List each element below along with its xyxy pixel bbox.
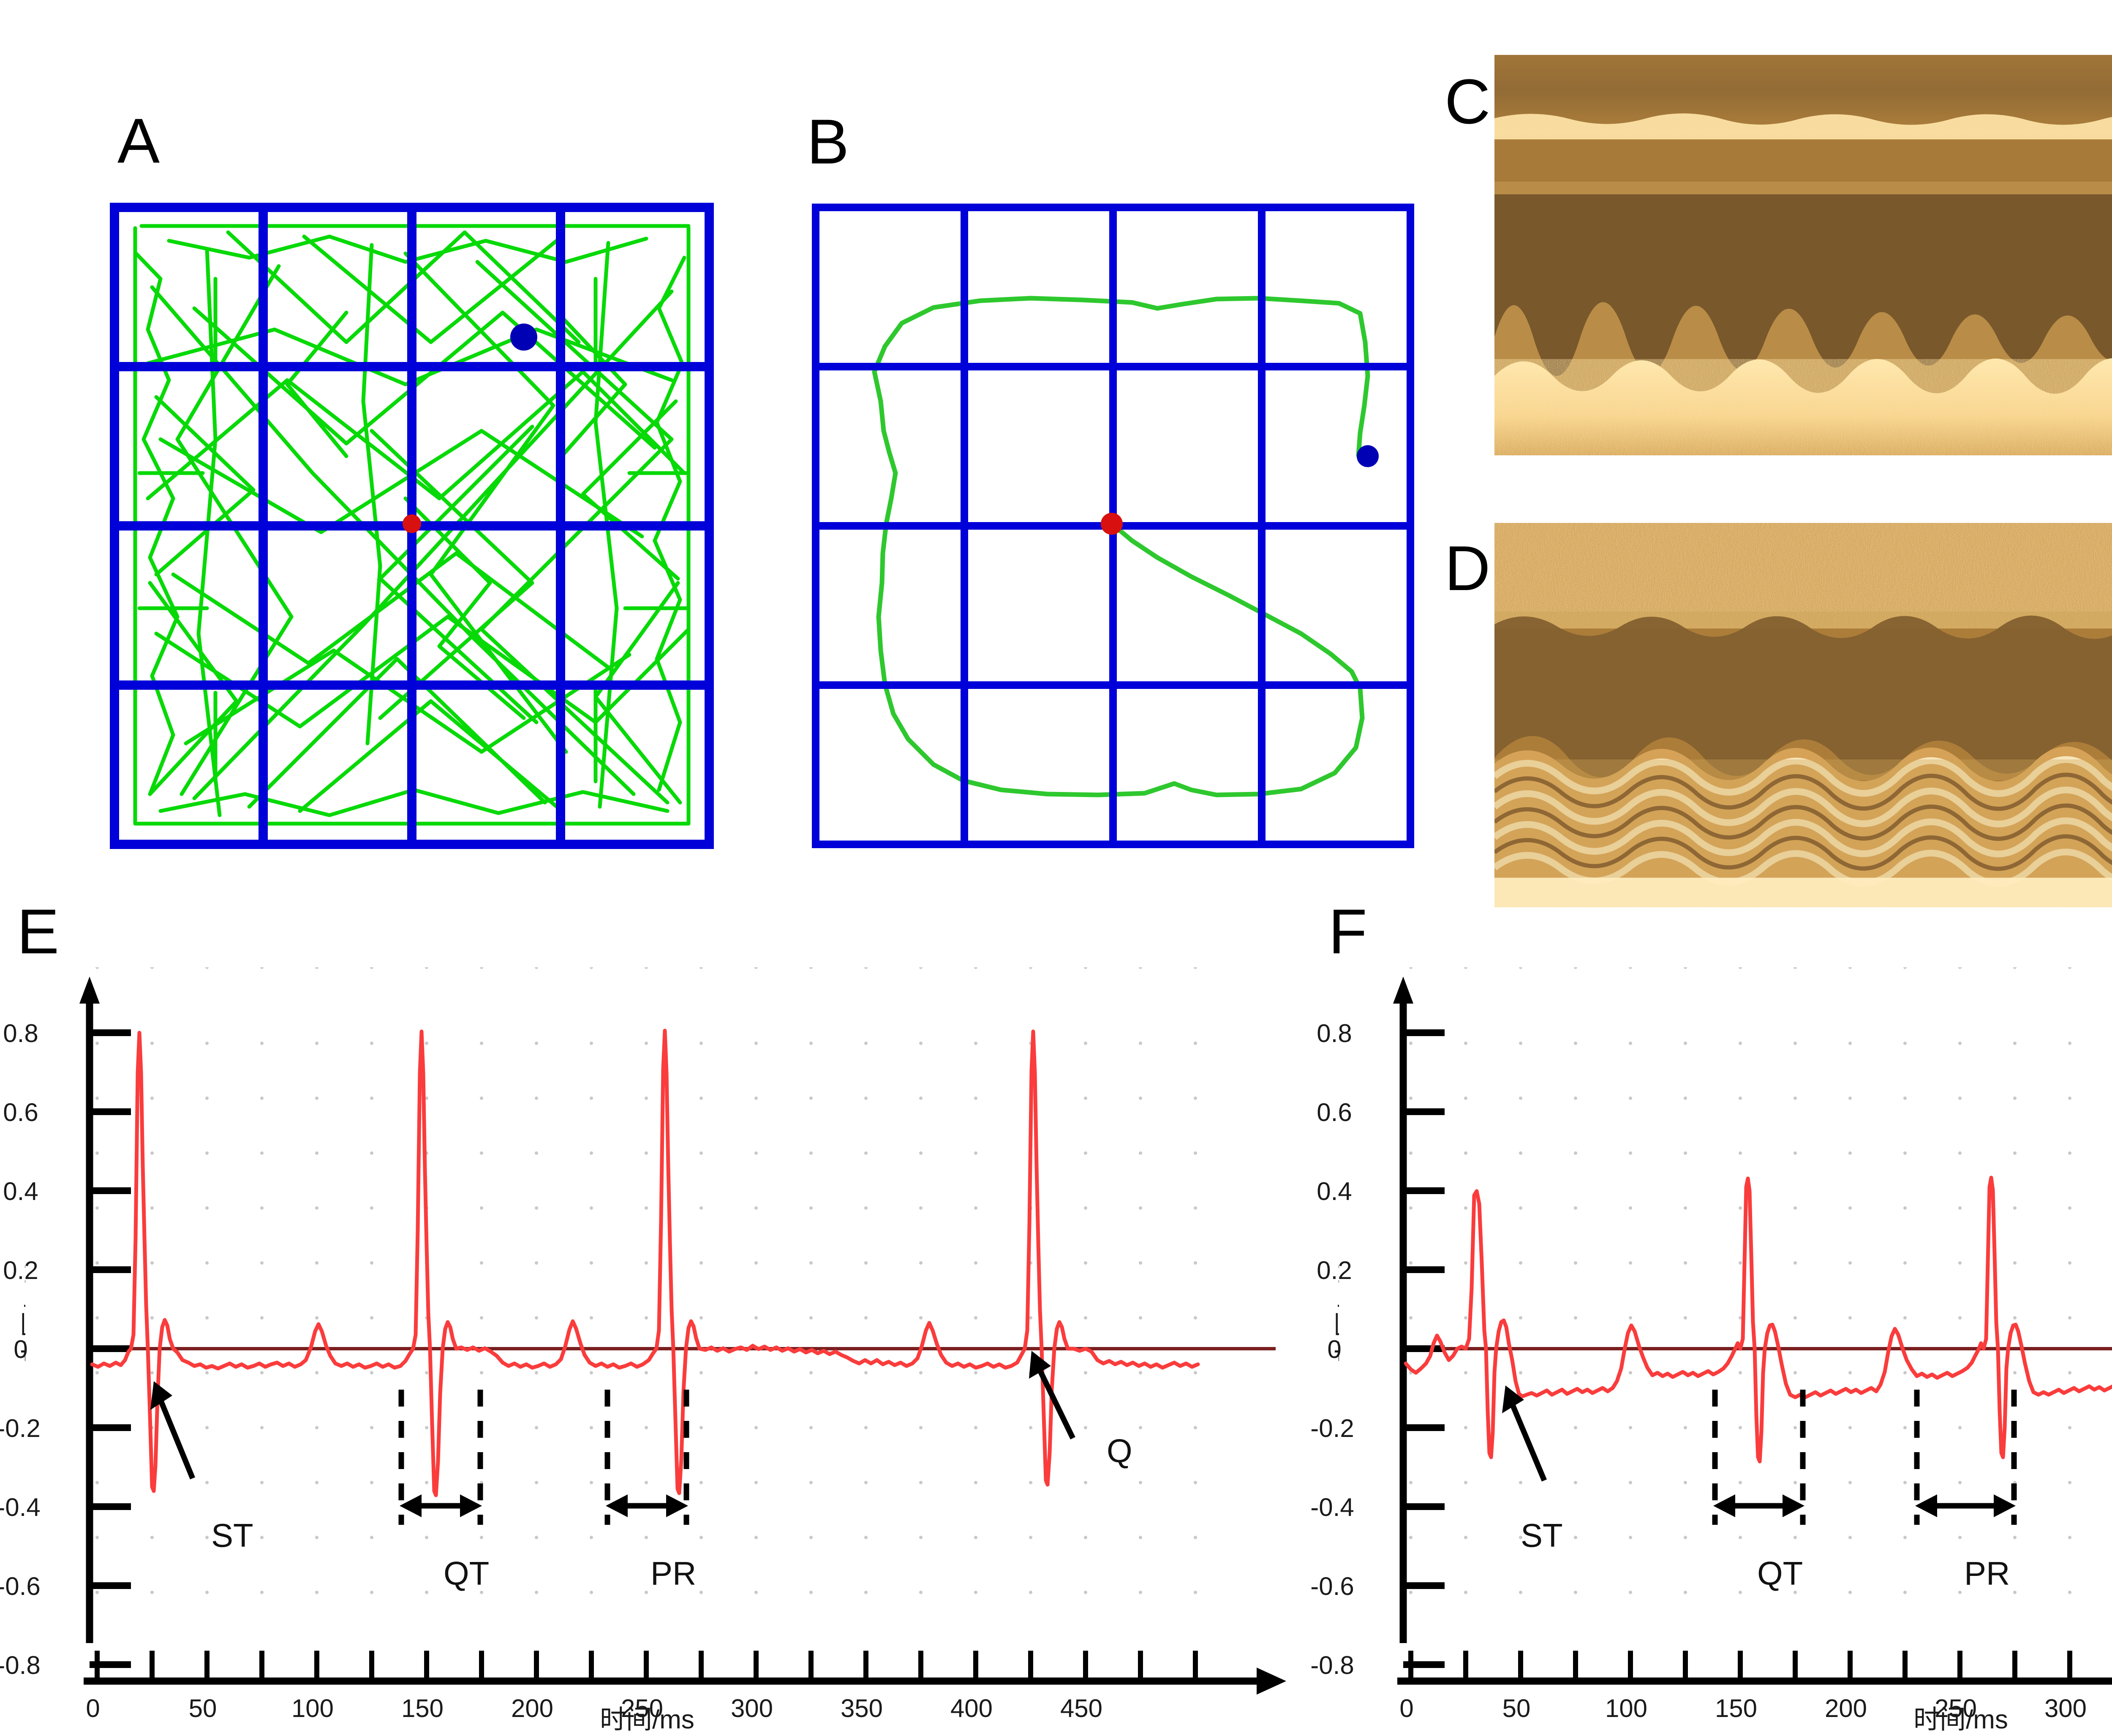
x-axis-e [84, 1651, 1286, 1695]
xtick-f-300: 300 [2044, 1694, 2087, 1722]
ytick-e-n0p8: -0.8 [0, 1651, 41, 1679]
ytick-f-n0p8: -0.8 [1310, 1651, 1354, 1679]
annotation-label-pr-f: PR [1964, 1555, 2010, 1592]
ytick-e-n0p4: -0.4 [0, 1493, 41, 1521]
annotation-label-pr-e: PR [650, 1555, 697, 1592]
x-axis-f [1397, 1651, 2112, 1685]
ecg-trace-line-e [90, 1029, 1200, 1497]
xtick-e-350: 350 [840, 1694, 883, 1722]
annotation-label-st-f: ST [1521, 1517, 1563, 1554]
near-field-speckle-d [1494, 523, 2112, 629]
annotation-arrow-st-e [153, 1388, 196, 1480]
panel-label-c: C [1445, 66, 1491, 137]
xtick-e-300: 300 [730, 1694, 773, 1722]
annotation-arrow-st-f [1505, 1393, 1547, 1482]
annotation-arrow-q-e [1032, 1359, 1075, 1439]
ytick-f-n0p4: -0.4 [1310, 1493, 1354, 1521]
start-marker-b [1357, 445, 1379, 467]
xtick-e-450: 450 [1060, 1694, 1103, 1722]
echocardiogram-d [1494, 523, 2112, 907]
panel-label-e: E [17, 896, 60, 967]
ytick-f-0p6: 0.6 [1317, 1098, 1352, 1126]
xtick-e-150: 150 [401, 1694, 444, 1722]
start-marker-a [510, 324, 537, 351]
y-axis-e [79, 977, 131, 1668]
open-field-track-a [110, 203, 714, 849]
annotation-span-pr-e [604, 1390, 689, 1525]
ecg-plot-f [1339, 967, 2112, 1723]
ytick-f-n0p2: -0.2 [1310, 1414, 1354, 1442]
ytick-f-n0p6: -0.6 [1310, 1572, 1354, 1600]
ytick-f-0p2: 0.2 [1317, 1256, 1352, 1284]
xtick-e-200: 200 [511, 1694, 554, 1722]
ytick-f-0p4: 0.4 [1317, 1177, 1352, 1205]
ytick-e-n0p6: -0.6 [0, 1572, 41, 1600]
anterior-wall-band-c [1494, 113, 2112, 139]
arrowhead-q-e [1029, 1351, 1051, 1379]
xtick-f-250: 250 [1934, 1694, 1977, 1722]
xtick-e-0: 0 [86, 1694, 100, 1722]
open-field-track-b [811, 203, 1415, 849]
annotation-label-st-e: ST [211, 1517, 253, 1554]
ytick-f-0: 0 [1327, 1335, 1342, 1363]
ytick-e-n0p2: -0.2 [0, 1414, 41, 1442]
arrowhead-st-f [1502, 1385, 1524, 1413]
panel-label-a: A [117, 105, 160, 176]
annotation-label-qt-f: QT [1757, 1555, 1803, 1592]
xtick-f-150: 150 [1715, 1694, 1758, 1722]
panel-label-b: B [807, 106, 849, 177]
xtick-f-0: 0 [1399, 1694, 1414, 1722]
xtick-f-50: 50 [1502, 1694, 1531, 1722]
annotation-label-qt-e: QT [444, 1555, 490, 1592]
annotation-span-qt-e [398, 1390, 483, 1525]
ytick-e-0p4: 0.4 [3, 1177, 38, 1205]
xtick-f-100: 100 [1605, 1694, 1648, 1722]
xtick-e-100: 100 [291, 1694, 334, 1722]
ytick-e-0p8: 0.8 [3, 1019, 38, 1048]
track-path-a [133, 224, 691, 826]
ytick-e-0p6: 0.6 [3, 1098, 38, 1126]
ytick-f-0p8: 0.8 [1317, 1019, 1352, 1048]
annotation-span-qt-f [1712, 1390, 1806, 1525]
xtick-e-400: 400 [950, 1694, 993, 1722]
xtick-f-200: 200 [1824, 1694, 1867, 1722]
x-axis-label-f: 时间/ms [1913, 1705, 2008, 1734]
ytick-e-0p2: 0.2 [3, 1256, 38, 1284]
center-marker-a [403, 514, 421, 533]
ytick-e-0: 0 [14, 1335, 28, 1363]
xtick-e-50: 50 [188, 1694, 217, 1722]
xtick-e-250: 250 [621, 1694, 664, 1722]
panel-label-f: F [1328, 896, 1367, 967]
center-marker-b [1101, 513, 1123, 535]
annotation-label-q-e: Q [1107, 1432, 1132, 1469]
ecg-trace-line-f [1404, 1175, 2112, 1464]
arrowhead-st-e [150, 1381, 172, 1410]
grid-dots-e [95, 967, 1197, 1594]
echocardiogram-c [1494, 55, 2112, 455]
grid-dots-f [1409, 967, 2112, 1594]
annotation-span-pr-f [1914, 1390, 2017, 1525]
ecg-plot-e [25, 967, 1309, 1723]
panel-label-d: D [1445, 533, 1491, 604]
x-axis-label-e: 时间/ms [600, 1705, 694, 1734]
